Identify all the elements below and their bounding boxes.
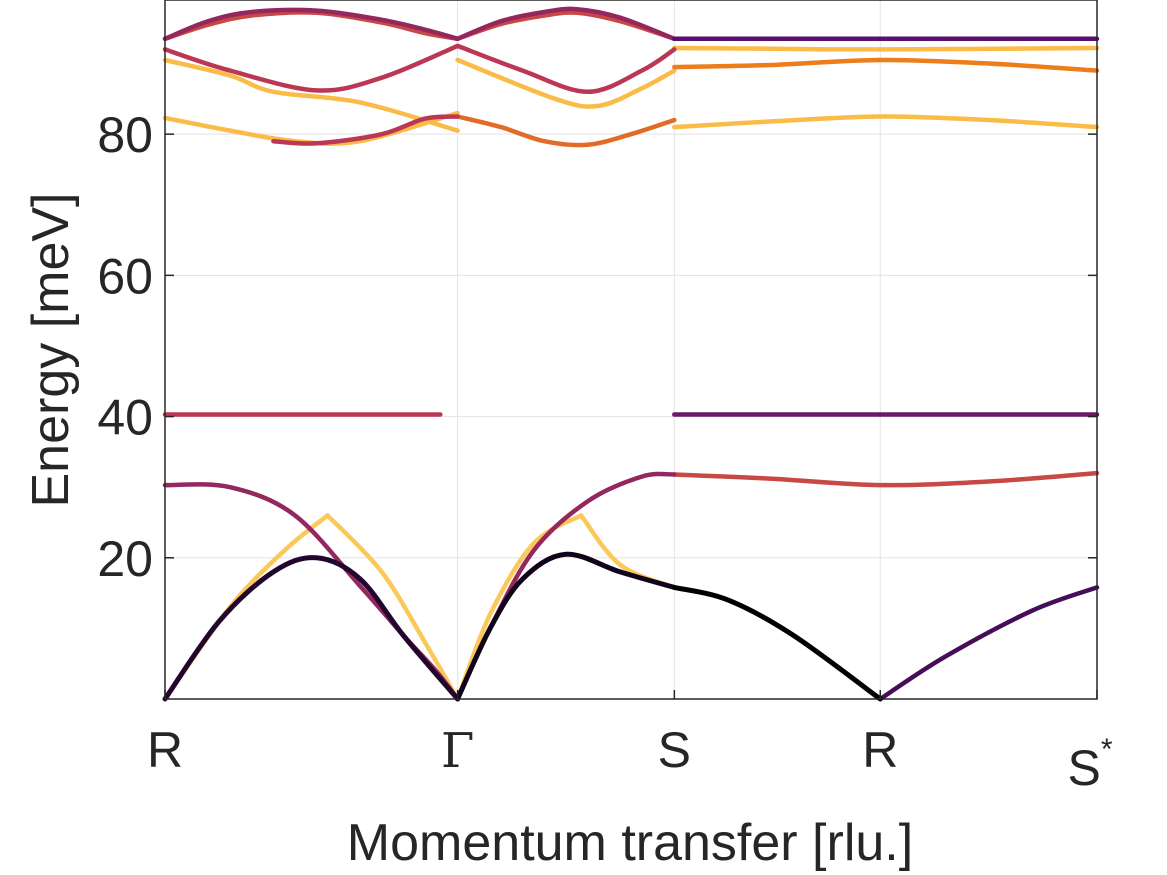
band-curve-13 (455, 114, 677, 148)
y-tick-label-2: 60 (97, 248, 153, 304)
x-tick-label-4: S* (1067, 733, 1112, 796)
band-curve-14 (672, 114, 1100, 130)
band-curve-12 (271, 114, 460, 146)
y-tick-label-1: 40 (97, 390, 153, 446)
x-tick-label-3: R (862, 722, 898, 778)
band-curve-24 (162, 513, 330, 702)
band-curve-18 (455, 471, 677, 702)
band-curve-0 (162, 7, 460, 42)
band-curve-7 (162, 57, 460, 133)
band-curve-20 (162, 555, 461, 702)
y-tick-label-0: 20 (97, 531, 153, 587)
band-curve-17 (162, 482, 460, 702)
band-curve-25 (325, 513, 460, 702)
y-axis-label: Energy [meV] (22, 192, 80, 507)
band-curve-10 (672, 45, 1100, 52)
band-curve-2 (455, 6, 677, 42)
band-curve-21 (455, 551, 677, 702)
band-curve-22 (671, 584, 883, 702)
x-tick-label-1: Γ (441, 723, 474, 779)
x-tick-label-0: R (147, 722, 183, 778)
band-curve-5 (162, 43, 460, 93)
x-axis-label: Momentum transfer [rlu.] (347, 814, 913, 872)
x-axis-ticks: R Γ S R S* (147, 690, 1113, 796)
band-curve-26 (455, 513, 584, 702)
band-curve-23 (878, 585, 1100, 702)
plot-frame (164, 0, 1098, 700)
dispersion-curves (162, 6, 1100, 702)
x-tick-label-2: S (658, 722, 691, 778)
y-tick-label-3: 80 (97, 107, 153, 163)
band-curve-19 (672, 470, 1100, 488)
band-curve-6 (455, 43, 677, 95)
y-axis-ticks: 20 40 60 80 (97, 107, 1097, 587)
band-curve-8 (455, 57, 677, 109)
band-curve-3 (455, 10, 677, 42)
grid-lines (164, 0, 1098, 699)
band-curve-9 (672, 57, 1100, 73)
